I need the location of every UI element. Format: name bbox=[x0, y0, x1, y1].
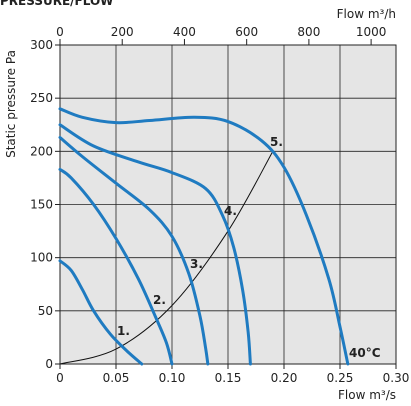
fan-curve bbox=[58, 259, 144, 366]
y-tick-label: 150 bbox=[30, 198, 53, 212]
x2-tick-label: 200 bbox=[111, 25, 134, 39]
y-axis-label: Static pressure Pa bbox=[4, 50, 18, 158]
y-tick-label: 100 bbox=[30, 251, 53, 265]
y-tick-label: 0 bbox=[45, 357, 53, 371]
curve-label: 1. bbox=[117, 324, 130, 338]
curve-label: 5. bbox=[270, 135, 283, 149]
fan-curve bbox=[58, 107, 350, 366]
x2-tick-label: 400 bbox=[173, 25, 196, 39]
x-tick-label: 0 bbox=[56, 371, 64, 385]
y-tick-label: 300 bbox=[30, 38, 53, 52]
fan-curve bbox=[58, 123, 252, 366]
x2-tick-label: 0 bbox=[56, 25, 64, 39]
fan-curve bbox=[58, 167, 174, 366]
y-tick-label: 250 bbox=[30, 91, 53, 105]
y-tick-label: 200 bbox=[30, 144, 53, 158]
x-tick-label: 0.10 bbox=[159, 371, 186, 385]
y-tick-label: 50 bbox=[38, 304, 53, 318]
x-tick-label: 0.05 bbox=[103, 371, 130, 385]
chart-title: PRESSURE/FLOW bbox=[0, 0, 113, 8]
fan-curve bbox=[58, 136, 210, 366]
x2-tick-label: 1000 bbox=[356, 25, 387, 39]
curve-label: 2. bbox=[153, 293, 166, 307]
x-tick-label: 0.30 bbox=[383, 371, 410, 385]
x2-tick-label: 800 bbox=[297, 25, 320, 39]
x-tick-label: 0.20 bbox=[271, 371, 298, 385]
x2-axis-label: Flow m³/h bbox=[337, 7, 396, 21]
x-tick-label: 0.25 bbox=[327, 371, 354, 385]
system-curve bbox=[59, 150, 274, 365]
plot-frame bbox=[59, 44, 397, 365]
curve-label: 4. bbox=[224, 204, 237, 218]
x-axis-label: Flow m³/s bbox=[338, 388, 396, 402]
curve-label: 3. bbox=[190, 257, 203, 271]
x-tick-label: 0.15 bbox=[215, 371, 242, 385]
annotation: 40°C bbox=[349, 346, 381, 360]
x2-tick-label: 600 bbox=[235, 25, 258, 39]
